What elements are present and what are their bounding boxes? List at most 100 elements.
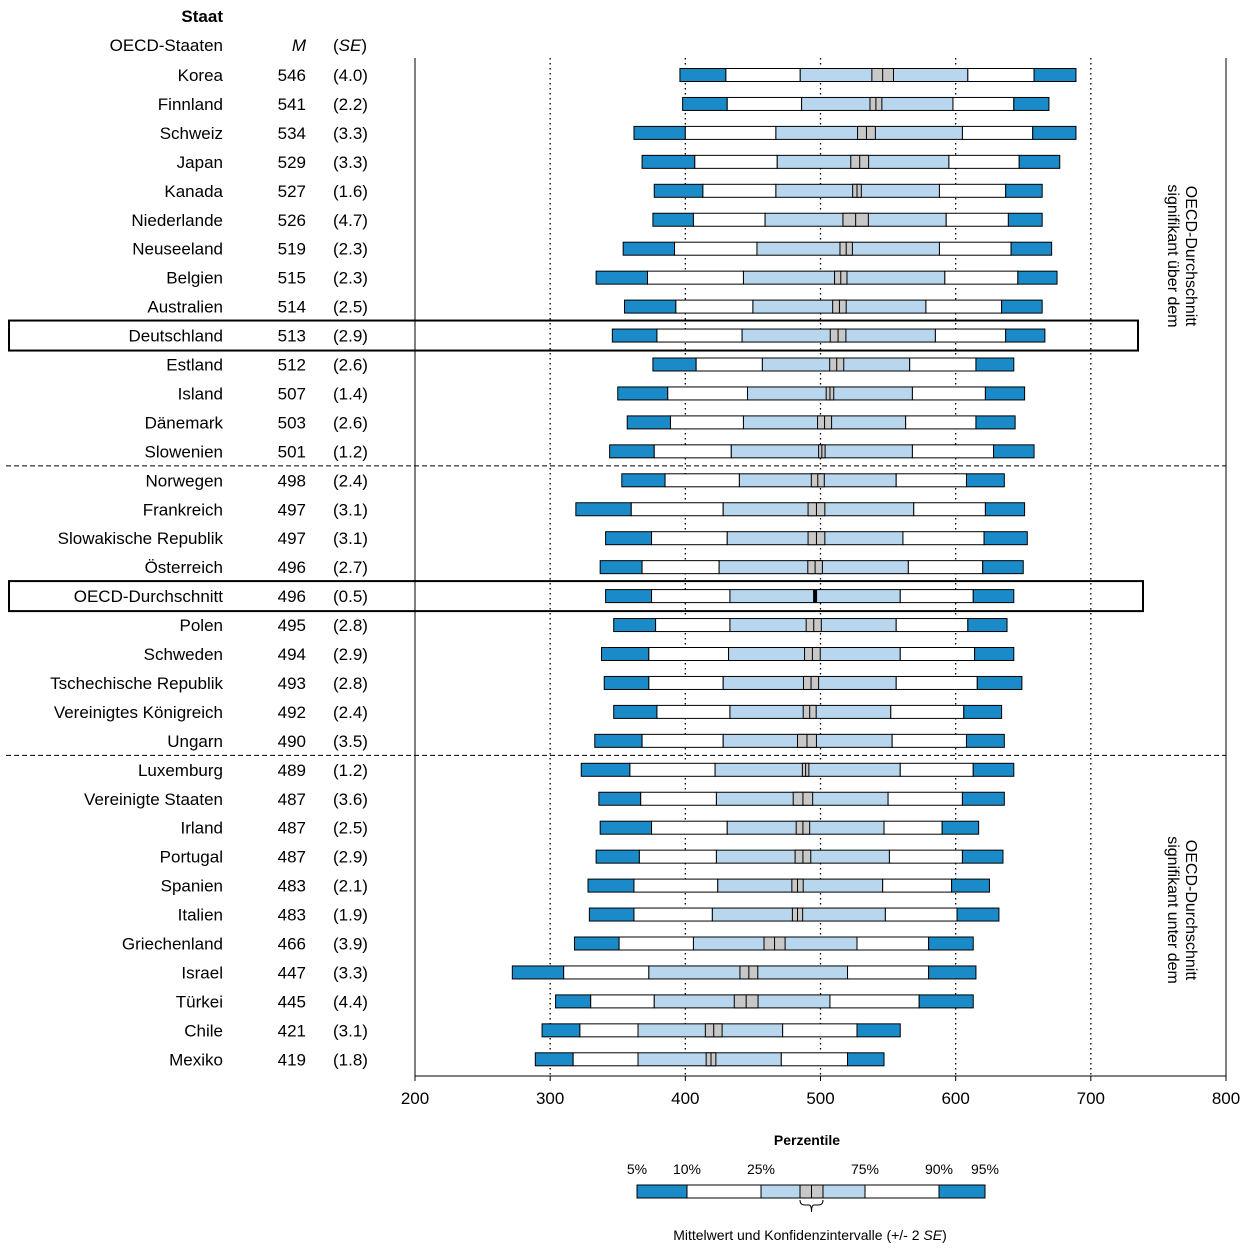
p10-p25-segment bbox=[618, 936, 694, 951]
se-value: (2.8) bbox=[333, 616, 368, 635]
row-kanada: Kanada 527 (1.6) bbox=[164, 182, 1043, 201]
p10-p25-segment bbox=[656, 328, 743, 343]
se-value: (2.7) bbox=[333, 558, 368, 577]
country-label: Vereinigtes Königreich bbox=[54, 703, 223, 722]
p10-p25-segment bbox=[695, 357, 763, 372]
p75-p90-segment bbox=[890, 704, 965, 719]
p5-p10-segment bbox=[641, 154, 696, 169]
legend-label-1: 10% bbox=[673, 1161, 701, 1177]
row-niederlande: Niederlande 526 (4.7) bbox=[131, 211, 1043, 230]
mean-value: 497 bbox=[278, 500, 306, 519]
country-label: Chile bbox=[184, 1021, 223, 1040]
p90-p95-segment bbox=[972, 589, 1015, 604]
x-tick-label-300: 300 bbox=[536, 1089, 564, 1108]
se-close: ) bbox=[361, 36, 368, 55]
p90-p95-segment bbox=[928, 965, 977, 980]
p75-p90-segment bbox=[934, 328, 1007, 343]
x-tick-label-700: 700 bbox=[1077, 1089, 1105, 1108]
row-island: Island 507 (1.4) bbox=[178, 384, 1026, 403]
p75-p90-segment bbox=[913, 502, 986, 517]
p75-p90-segment bbox=[856, 936, 930, 951]
p90-p95-segment bbox=[1007, 212, 1043, 227]
country-label: Vereinigte Staaten bbox=[84, 790, 223, 809]
mean-value: 483 bbox=[278, 877, 306, 896]
row-finnland: Finnland 541 (2.2) bbox=[158, 95, 1050, 114]
se-value: (1.4) bbox=[333, 384, 368, 403]
p5-p10-segment bbox=[580, 762, 631, 777]
p90-p95-segment bbox=[1018, 154, 1061, 169]
p5-p10-segment bbox=[601, 647, 650, 661]
mean-value: 487 bbox=[278, 790, 306, 809]
se-value: (3.3) bbox=[333, 124, 368, 143]
se-value: (2.3) bbox=[333, 269, 368, 288]
country-label: Österreich bbox=[145, 558, 223, 577]
se-value: (2.3) bbox=[333, 240, 368, 259]
p10-p25-segment bbox=[590, 994, 655, 1009]
p10-p25-segment bbox=[726, 96, 803, 111]
mean-value: 494 bbox=[278, 645, 306, 664]
p90-p95-segment bbox=[928, 936, 974, 951]
p75-p90-segment bbox=[884, 907, 958, 922]
se-value: (0.5) bbox=[333, 587, 368, 606]
p10-p25-segment bbox=[674, 241, 758, 256]
row-polen: Polen 495 (2.8) bbox=[180, 616, 1008, 635]
row-neuseeland: Neuseeland 519 (2.3) bbox=[132, 240, 1053, 259]
legend-caption: Mittelwert und Konfidenzintervalle (+/- … bbox=[673, 1227, 947, 1243]
country-label: Italien bbox=[178, 906, 223, 925]
p75-p90-segment bbox=[899, 647, 976, 661]
mean-value: 421 bbox=[278, 1021, 306, 1040]
x-tick-label-200: 200 bbox=[401, 1089, 429, 1108]
country-label: Portugal bbox=[160, 848, 223, 867]
se-value: (4.0) bbox=[333, 66, 368, 85]
se-value: (4.7) bbox=[333, 211, 368, 230]
p10-p25-segment bbox=[572, 1052, 639, 1067]
p5-p10-segment bbox=[599, 820, 653, 835]
p5-p10-segment bbox=[653, 183, 704, 198]
x-tick-label-800: 800 bbox=[1212, 1089, 1240, 1108]
p5-p10-segment bbox=[511, 965, 565, 980]
p75-p90-segment bbox=[895, 675, 978, 690]
country-label: Polen bbox=[180, 616, 223, 635]
p90-p95-segment bbox=[976, 675, 1023, 690]
country-label: Dänemark bbox=[145, 413, 224, 432]
country-label: Norwegen bbox=[146, 471, 224, 490]
country-column-header: Staat bbox=[181, 7, 223, 26]
p10-p25-segment bbox=[640, 791, 717, 806]
mean-value: 515 bbox=[278, 269, 306, 288]
p5-p10-segment bbox=[603, 675, 650, 690]
country-label: Belgien bbox=[166, 269, 223, 288]
p10-p25-segment bbox=[648, 647, 730, 661]
p10-p25-segment bbox=[655, 618, 731, 633]
mean-value: 519 bbox=[278, 240, 306, 259]
mean-value: 483 bbox=[278, 906, 306, 925]
p5-p10-segment bbox=[555, 994, 592, 1009]
row-spanien: Spanien 483 (2.1) bbox=[161, 877, 990, 896]
se-value: (1.8) bbox=[333, 1050, 368, 1069]
se-value: (2.8) bbox=[333, 674, 368, 693]
group-label: OECD-Staaten bbox=[109, 36, 223, 55]
region-label-line-2: OECD-Durchschnitt bbox=[1182, 186, 1199, 327]
mean-value: 419 bbox=[278, 1050, 306, 1069]
p75-p90-segment bbox=[925, 299, 1003, 314]
legend-brace bbox=[799, 1199, 824, 1213]
se-value: (2.2) bbox=[333, 95, 368, 114]
country-label: Schweiz bbox=[160, 124, 223, 143]
p90-p95-segment bbox=[972, 762, 1015, 777]
se-value: (3.1) bbox=[333, 500, 368, 519]
mean-value: 490 bbox=[278, 732, 306, 751]
p5-p10-segment bbox=[621, 473, 666, 488]
p75-p90-segment bbox=[961, 125, 1034, 140]
mean-value: 527 bbox=[278, 182, 306, 201]
p10-p25-segment bbox=[641, 733, 724, 748]
legend-p5-p10 bbox=[636, 1184, 688, 1199]
p5-p10-segment bbox=[624, 299, 677, 314]
p5-p10-segment bbox=[679, 68, 727, 82]
se-value: (1.6) bbox=[333, 182, 368, 201]
country-label: Türkei bbox=[176, 992, 223, 1011]
country-label: Deutschland bbox=[128, 327, 223, 346]
p10-p25-segment bbox=[669, 415, 744, 430]
p5-p10-segment bbox=[611, 328, 658, 343]
se-value: (2.1) bbox=[333, 877, 368, 896]
p75-p90-segment bbox=[888, 849, 963, 864]
row-slowenien: Slowenien 501 (1.2) bbox=[145, 442, 1035, 461]
